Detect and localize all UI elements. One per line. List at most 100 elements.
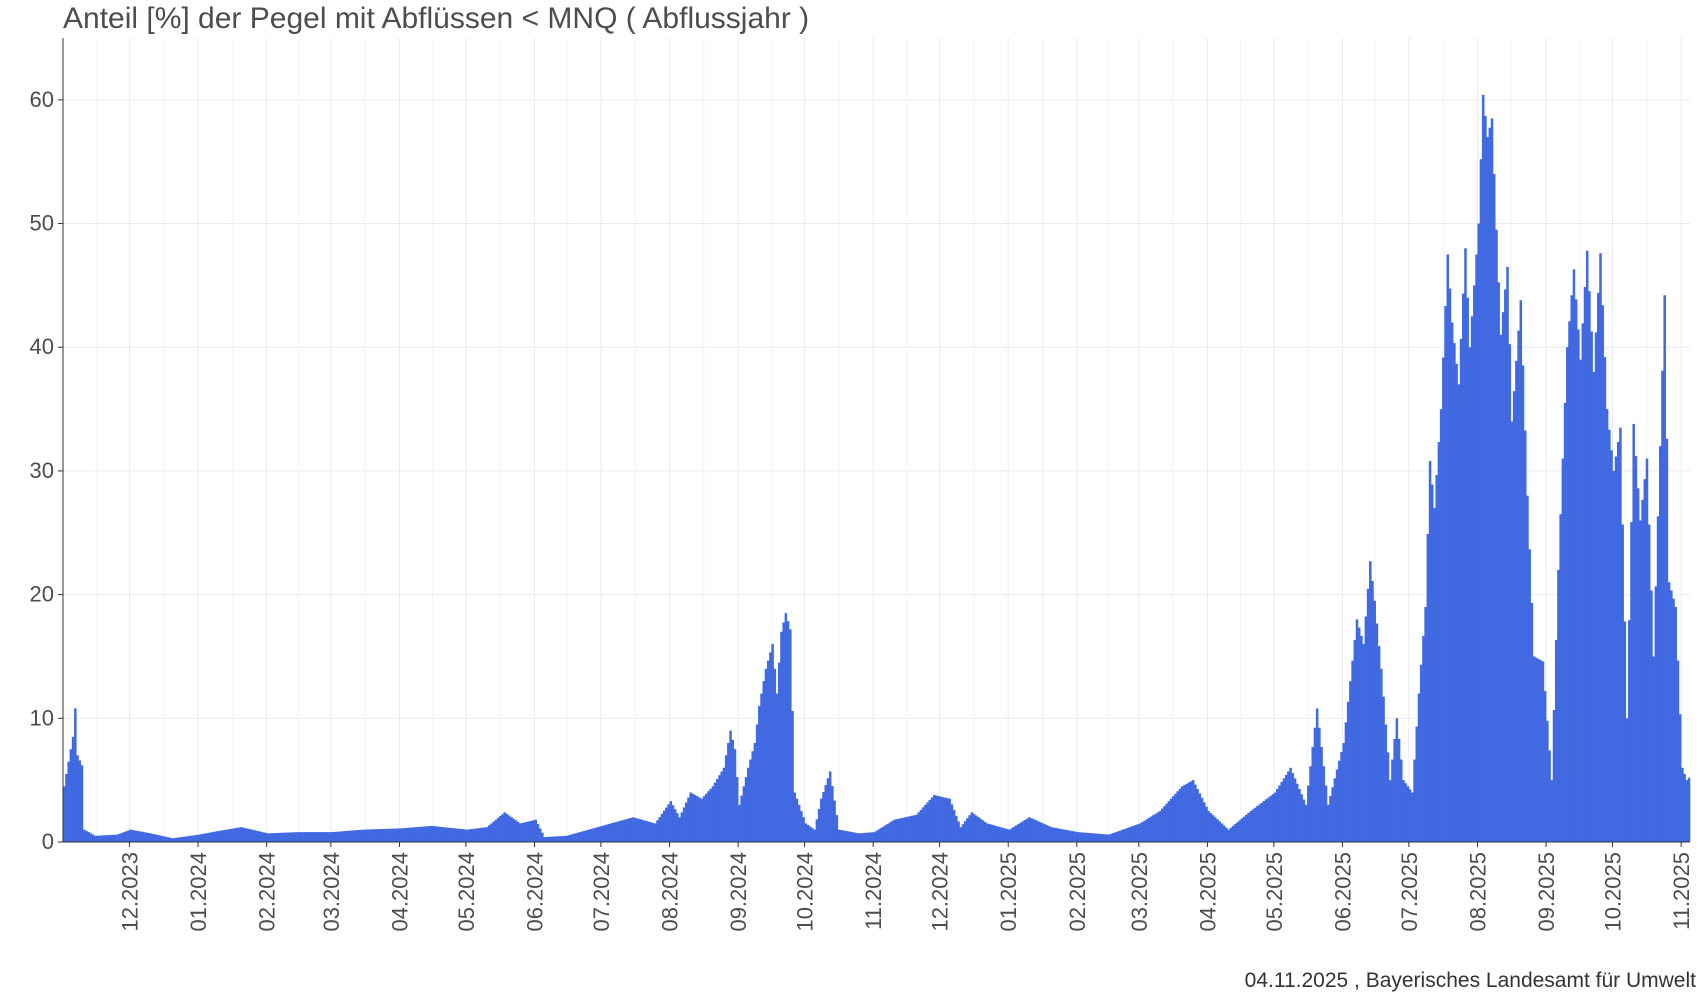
bar — [937, 796, 940, 842]
bar — [1519, 300, 1523, 843]
bar — [970, 812, 974, 842]
bar — [959, 827, 963, 842]
bar — [1661, 370, 1664, 842]
bar — [136, 830, 139, 842]
bar — [565, 835, 569, 842]
bar — [786, 621, 790, 842]
bar — [921, 807, 925, 842]
bar — [1335, 769, 1339, 842]
bar — [246, 828, 250, 842]
bar — [1632, 423, 1635, 842]
bar — [1242, 816, 1246, 842]
bar — [516, 821, 520, 842]
bar — [578, 832, 582, 842]
bar — [1433, 508, 1436, 842]
bar — [1101, 834, 1104, 842]
bar — [1267, 797, 1270, 842]
bar — [718, 775, 721, 842]
bar — [1413, 759, 1416, 842]
bar — [229, 829, 232, 842]
bar — [797, 804, 801, 842]
chart-title: Anteil [%] der Pegel mit Abflüssen < MNQ… — [63, 2, 810, 35]
bar — [452, 828, 456, 842]
bar — [1249, 811, 1253, 842]
bar — [1459, 338, 1463, 842]
bar — [1145, 819, 1148, 842]
bar — [1457, 384, 1461, 842]
bar — [1158, 811, 1162, 842]
bar — [1189, 781, 1193, 842]
bar — [375, 829, 378, 842]
bar — [1360, 635, 1363, 842]
bar — [291, 832, 294, 842]
bar — [262, 832, 265, 842]
bar — [525, 821, 529, 842]
bar — [175, 837, 179, 842]
bar — [1043, 824, 1047, 842]
bar — [1209, 813, 1213, 842]
bar — [556, 836, 560, 842]
bar — [1355, 619, 1359, 842]
bar — [1408, 789, 1412, 842]
bar — [1149, 816, 1153, 842]
bar — [1273, 792, 1277, 842]
bar — [580, 831, 584, 842]
bar — [1428, 461, 1432, 842]
bar — [645, 820, 648, 842]
bar — [616, 821, 619, 842]
bar — [1017, 824, 1020, 842]
bar — [906, 816, 909, 842]
y-tick-label: 10 — [30, 705, 54, 730]
bar — [282, 832, 285, 842]
bar — [521, 822, 524, 842]
y-tick-label: 0 — [42, 829, 54, 854]
bar — [1515, 360, 1518, 842]
bar — [561, 836, 564, 842]
bar — [614, 822, 617, 842]
bar — [957, 821, 960, 842]
bar — [627, 818, 630, 842]
bar — [789, 629, 792, 842]
bar — [1014, 825, 1018, 842]
bar — [915, 814, 918, 842]
bar — [138, 831, 141, 842]
bar — [202, 833, 205, 842]
bar — [339, 831, 343, 842]
bar — [490, 823, 493, 842]
bar — [1008, 829, 1011, 842]
bar — [576, 832, 580, 842]
bar — [248, 829, 252, 842]
bar — [868, 832, 872, 842]
bar — [1203, 802, 1206, 842]
x-tick-label: 07.2024 — [589, 852, 614, 932]
bar — [731, 739, 735, 842]
bar — [209, 832, 212, 842]
bar — [350, 830, 354, 842]
bar — [1446, 254, 1450, 842]
bar — [1052, 827, 1055, 842]
bar — [1397, 738, 1401, 842]
bar — [1475, 254, 1478, 842]
bar — [401, 828, 405, 842]
bar — [833, 800, 836, 842]
bar — [470, 829, 473, 842]
bar — [1636, 488, 1640, 842]
bar — [605, 824, 608, 842]
bar — [1554, 639, 1558, 842]
x-tick-label: 04.2024 — [387, 852, 412, 932]
bar — [700, 798, 704, 842]
bar — [1019, 822, 1022, 842]
bar — [1183, 785, 1186, 842]
bar — [315, 832, 318, 842]
bar — [1005, 829, 1009, 842]
bar — [377, 829, 380, 842]
bar — [1081, 832, 1084, 842]
bar — [195, 834, 199, 842]
bar — [1426, 534, 1430, 842]
bar — [180, 837, 183, 842]
bar — [1329, 796, 1332, 842]
bar — [901, 817, 905, 842]
bar — [454, 828, 458, 842]
bar — [357, 829, 360, 842]
bar — [1530, 602, 1534, 842]
